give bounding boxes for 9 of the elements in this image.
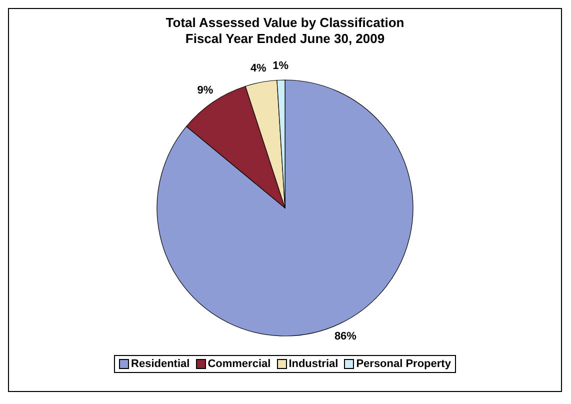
legend-label: Commercial [208,358,271,370]
data-label: 86% [334,330,357,342]
legend-label: Residential [131,358,190,370]
data-label: 1% [272,60,289,72]
chart-title: Total Assessed Value by Classification Fiscal Year Ended June 30, 2009 [164,15,406,47]
data-label: 9% [197,84,214,97]
legend-label: Industrial [288,358,338,370]
data-label: 4% [250,62,267,75]
legend-label: Personal Property [356,358,451,370]
